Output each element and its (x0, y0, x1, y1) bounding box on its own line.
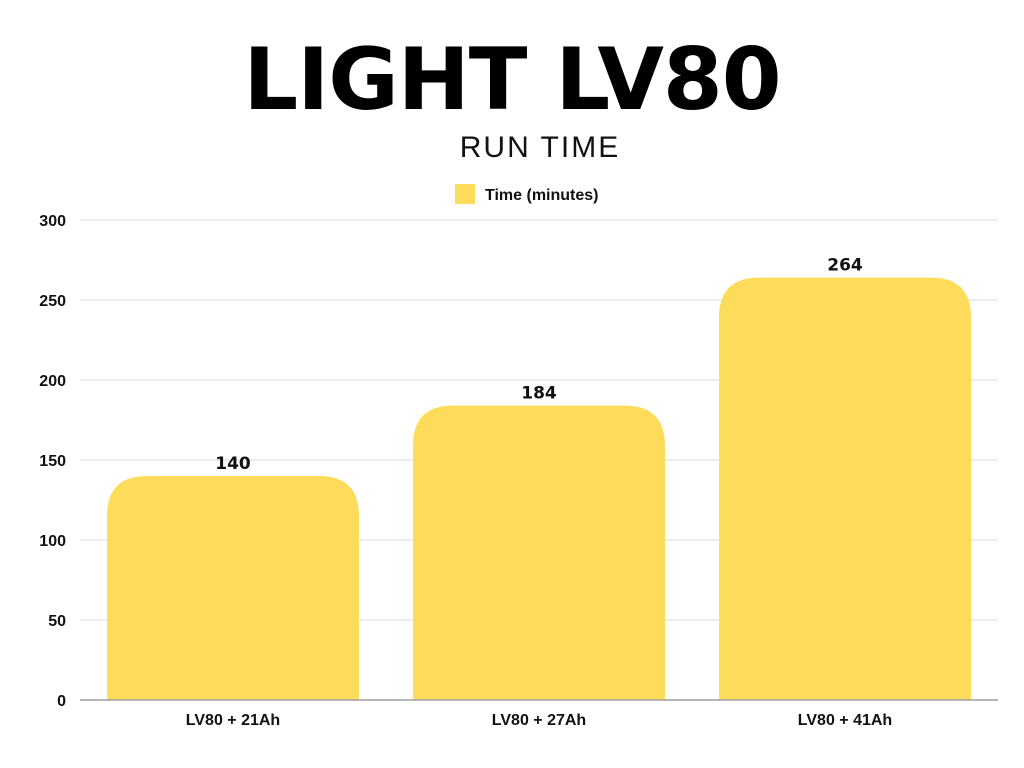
legend-label: Time (minutes) (485, 187, 599, 204)
legend: Time (minutes) (455, 184, 599, 204)
bar-2 (413, 405, 665, 700)
x-tick-label-1: LV80 + 21Ah (186, 712, 280, 729)
x-tick-label-3: LV80 + 41Ah (798, 712, 892, 729)
bar-1 (107, 476, 359, 700)
y-tick-label-0: 0 (57, 693, 66, 710)
x-axis-labels: LV80 + 21Ah LV80 + 27Ah LV80 + 41Ah (186, 712, 892, 729)
chart-title: LIGHT LV80 (243, 30, 781, 130)
y-tick-label-50: 50 (48, 613, 66, 630)
y-tick-label-200: 200 (39, 373, 66, 390)
data-label-2: 184 (521, 384, 557, 404)
y-tick-label-150: 150 (39, 453, 66, 470)
legend-swatch (455, 184, 475, 204)
y-tick-label-250: 250 (39, 293, 66, 310)
y-tick-label-300: 300 (39, 213, 66, 230)
bars (107, 277, 971, 700)
y-axis-ticks: 0 50 100 150 200 250 300 (39, 213, 66, 710)
chart-subtitle: RUN TIME (459, 131, 621, 164)
data-labels: 140 184 264 (215, 256, 863, 474)
bar-3 (719, 277, 971, 700)
data-label-1: 140 (215, 454, 251, 474)
y-tick-label-100: 100 (39, 533, 66, 550)
x-tick-label-2: LV80 + 27Ah (492, 712, 586, 729)
data-label-3: 264 (827, 256, 863, 276)
